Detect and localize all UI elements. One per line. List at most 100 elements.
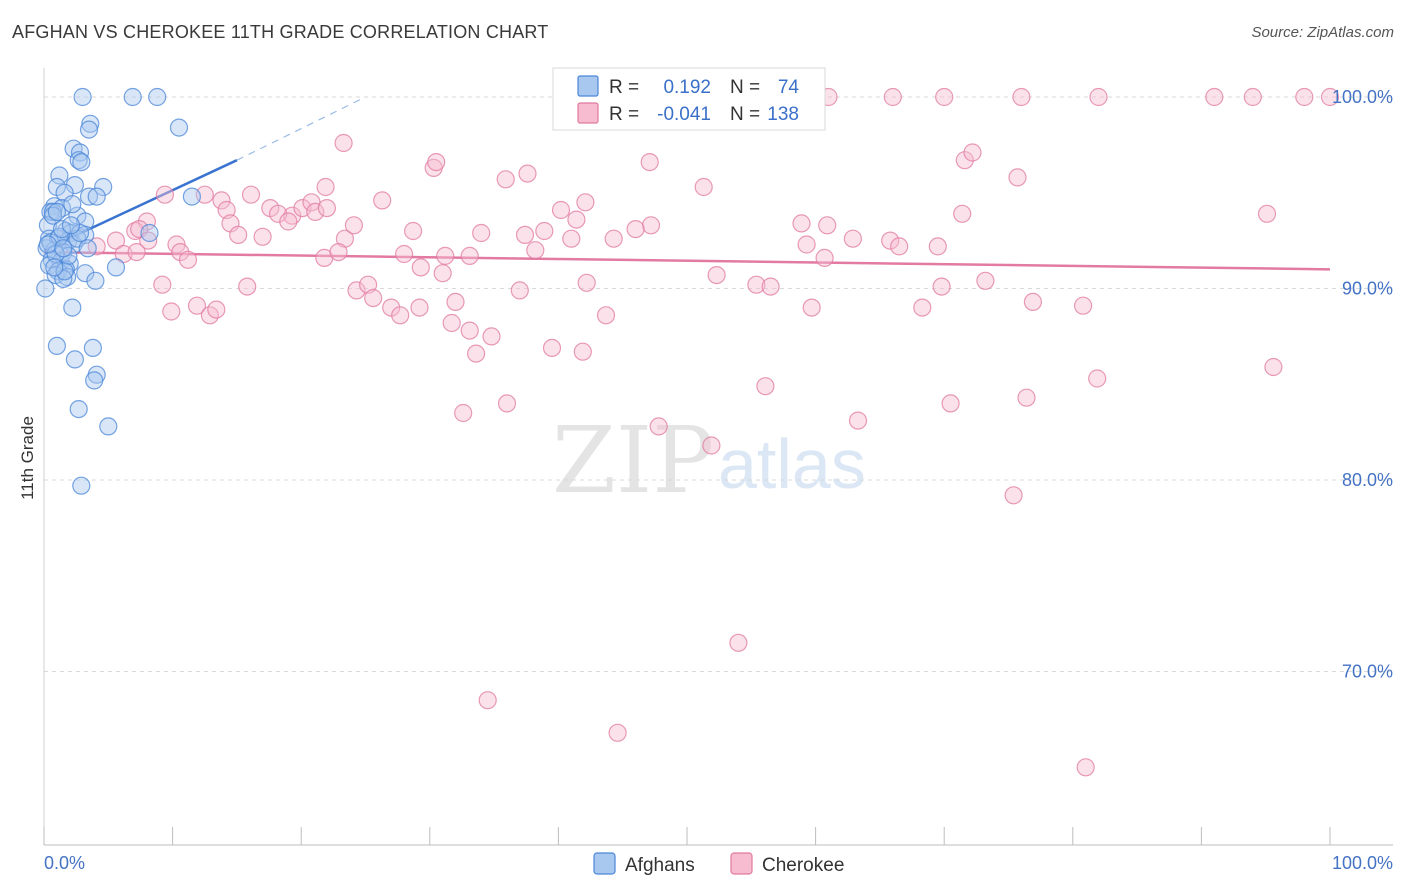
point-cherokee-11 [1320,87,1340,107]
point-cherokee-49 [269,204,288,223]
point-cherokee-72 [329,243,348,262]
point-afghans-10 [50,166,69,185]
point-cherokee-92 [976,271,995,290]
y-tick-label-2: 80.0% [1342,470,1393,490]
point-afghans-9 [72,153,91,172]
point-afghans-70 [38,235,58,254]
x-tick-label-max: 100.0% [1332,853,1393,873]
legend-swatch-cherokee [577,102,599,124]
point-cherokee-122 [702,436,721,455]
point-cherokee-15 [496,170,515,189]
point-cherokee-109 [482,327,501,346]
point-afghans-64 [52,220,72,239]
point-afghans-8 [69,151,88,170]
point-cherokee-114 [941,394,960,413]
point-afghans-5 [169,118,189,137]
bottom-legend-label-cherokee: Cherokee [762,855,844,876]
point-cherokee-73 [395,244,414,264]
point-cherokee-32 [551,200,571,220]
point-cherokee-9 [1243,87,1262,107]
point-cherokee-57 [515,225,535,244]
point-cherokee-44 [139,231,158,250]
point-cherokee-35 [641,216,661,235]
point-afghans-47 [86,271,105,290]
point-cherokee-65 [87,237,106,256]
point-afghans-54 [85,371,104,390]
point-cherokee-61 [626,220,645,239]
bottom-legend: Afghans Cherokee [593,852,844,876]
point-cherokee-77 [526,241,545,260]
point-cherokee-31 [373,191,392,210]
point-cherokee-23 [212,191,231,210]
point-cherokee-93 [162,302,181,321]
point-afghans-1 [123,87,142,107]
point-cherokee-18 [955,151,974,170]
point-afghans-23 [76,212,95,231]
point-cherokee-91 [932,277,951,296]
point-afghans-3 [81,114,100,133]
point-cherokee-108 [460,321,479,340]
point-cherokee-117 [1264,357,1283,377]
point-cherokee-112 [467,344,486,363]
point-cherokee-127 [1076,758,1095,777]
point-cherokee-47 [229,225,248,244]
point-cherokee-10 [1295,87,1314,107]
point-cherokee-100 [410,298,429,317]
point-afghans-0 [73,87,92,107]
point-afghans-16 [87,187,106,206]
watermark-atlas: atlas [718,425,866,503]
point-cherokee-58 [535,221,554,241]
point-cherokee-78 [797,235,816,254]
point-cherokee-79 [815,248,834,267]
point-cherokee-87 [577,273,596,292]
chart-title: AFGHAN VS CHEROKEE 11TH GRADE CORRELATIO… [12,22,549,42]
point-cherokee-37 [818,216,837,235]
point-cherokee-94 [187,296,207,315]
point-cherokee-30 [316,177,335,197]
point-cherokee-17 [640,153,659,172]
y-axis-title: 11th Grade [18,416,37,500]
watermark-zip: ZIP [552,407,714,514]
point-cherokee-24 [217,200,236,220]
point-cherokee-105 [1023,292,1043,311]
point-cherokee-97 [364,289,383,308]
point-cherokee-52 [317,199,336,218]
point-cherokee-5 [935,87,954,107]
point-cherokee-70 [178,250,198,269]
axes [43,68,1393,846]
point-cherokee-99 [391,306,410,325]
point-afghans-13 [94,177,113,197]
point-afghans-67 [55,262,74,281]
point-afghans-63 [63,195,82,214]
point-cherokee-88 [707,266,726,285]
point-cherokee-119 [497,394,517,413]
point-cherokee-107 [442,313,461,333]
point-cherokee-110 [542,338,562,357]
point-cherokee-103 [802,298,821,317]
point-cherokee-76 [460,246,479,265]
point-cherokee-83 [347,281,366,300]
point-cherokee-81 [153,275,172,294]
point-cherokee-90 [761,277,780,296]
point-afghans-12 [65,176,85,195]
point-cherokee-34 [576,193,595,212]
point-cherokee-84 [359,275,378,294]
legend-swatch-afghans [577,75,599,97]
top-legend: R = 0.192 N = 74 R = -0.041 N = 138 [552,67,826,131]
point-cherokee-6 [1012,87,1031,107]
point-cherokee-116 [1088,369,1107,388]
point-cherokee-54 [344,216,363,235]
legend-n-label-cherokee: N = [730,104,760,125]
point-cherokee-125 [478,691,497,710]
point-cherokee-102 [596,306,616,325]
point-cherokee-104 [913,298,932,317]
point-cherokee-8 [1205,87,1224,107]
point-cherokee-74 [411,258,430,277]
point-cherokee-40 [155,185,174,204]
trend-line-cherokee [43,250,1331,271]
point-afghans-56 [99,417,118,436]
point-cherokee-36 [694,177,713,197]
point-cherokee-63 [843,229,863,248]
legend-r-value-cherokee: -0.041 [657,104,711,125]
legend-r-label-cherokee: R = [609,104,639,125]
